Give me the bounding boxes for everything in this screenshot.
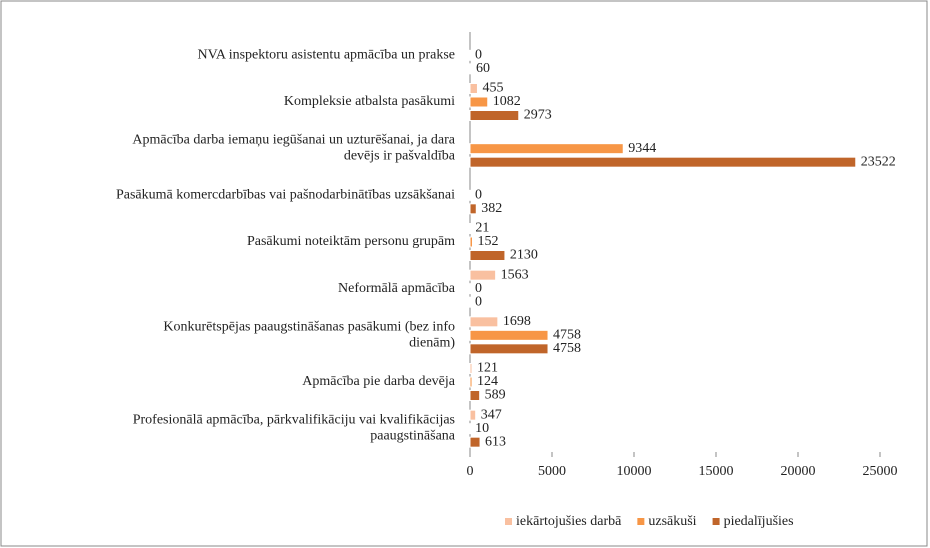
bar xyxy=(469,143,624,155)
bar xyxy=(469,83,478,94)
data-label: 10 xyxy=(475,421,489,436)
legend-label: uzsākuši xyxy=(648,514,696,529)
bar xyxy=(469,110,520,121)
data-label: 347 xyxy=(481,407,502,422)
data-label: 23522 xyxy=(861,154,896,169)
bar xyxy=(469,203,477,215)
bar xyxy=(469,390,481,401)
data-label: 0 xyxy=(475,281,482,296)
x-tick-label: 15000 xyxy=(699,464,734,479)
bar xyxy=(469,96,489,108)
data-label: 0 xyxy=(475,48,482,63)
data-label: 1698 xyxy=(503,314,531,329)
data-label: 455 xyxy=(482,81,503,96)
data-label: 9344 xyxy=(628,141,656,156)
category-label: Neformālā apmācība xyxy=(338,281,456,296)
bar xyxy=(469,283,472,295)
bar xyxy=(469,156,857,168)
category-label: NVA inspektoru asistentu apmācība un pra… xyxy=(197,48,455,63)
category-label: Kompleksie atbalsta pasākumi xyxy=(284,94,455,109)
legend-swatch xyxy=(637,518,645,525)
x-tick-label: 5000 xyxy=(538,464,566,479)
bar xyxy=(469,316,499,328)
category-label: Profesionālā apmācība, pārkvalifikāciju … xyxy=(133,413,456,444)
bar xyxy=(469,423,472,435)
data-label: 1563 xyxy=(501,267,529,282)
bar xyxy=(469,223,472,234)
legend-swatch xyxy=(712,518,720,525)
data-label: 21 xyxy=(475,221,489,236)
category-label: Pasākumi noteiktām personu grupām xyxy=(247,234,455,249)
data-label: 1082 xyxy=(493,94,521,109)
bar xyxy=(469,189,472,201)
legend-swatch xyxy=(505,518,512,525)
x-tick-label: 20000 xyxy=(781,464,816,479)
data-label: 124 xyxy=(477,374,498,389)
data-label: 60 xyxy=(476,61,490,76)
category-label: Apmācība darba iemaņu iegūšanai un uztur… xyxy=(132,133,455,164)
x-tick-label: 0 xyxy=(467,464,474,479)
category-label: Konkurētspējas paaugstināšanas pasākumi … xyxy=(163,320,455,351)
data-label: 382 xyxy=(481,201,502,216)
data-label: 2130 xyxy=(510,248,538,263)
data-label: 0 xyxy=(475,294,482,309)
data-label: 589 xyxy=(485,388,506,403)
bar xyxy=(469,63,472,75)
bar xyxy=(469,236,473,248)
bar xyxy=(469,343,549,355)
x-tick-label: 25000 xyxy=(863,464,898,479)
data-label: 613 xyxy=(485,434,506,449)
data-label: 121 xyxy=(477,361,498,376)
bar xyxy=(469,49,472,61)
bar xyxy=(469,363,473,374)
category-label: Pasākumā komercdarbības vai pašnodarbinā… xyxy=(116,188,455,203)
bar xyxy=(469,436,481,448)
data-label: 0 xyxy=(475,188,482,203)
bar xyxy=(469,329,549,341)
data-label: 2973 xyxy=(524,108,552,123)
x-tick-label: 10000 xyxy=(617,464,652,479)
data-label: 152 xyxy=(477,234,498,249)
bar xyxy=(469,269,497,281)
data-label: 4758 xyxy=(553,341,581,356)
bar xyxy=(469,250,506,261)
bar xyxy=(469,409,477,421)
category-label: Apmācība pie darba devēja xyxy=(302,374,456,389)
bar xyxy=(469,296,472,308)
legend-label: iekārtojušies darbā xyxy=(516,514,622,529)
legend-label: piedalījušies xyxy=(724,514,794,529)
bar xyxy=(469,376,473,388)
data-label: 4758 xyxy=(553,328,581,343)
